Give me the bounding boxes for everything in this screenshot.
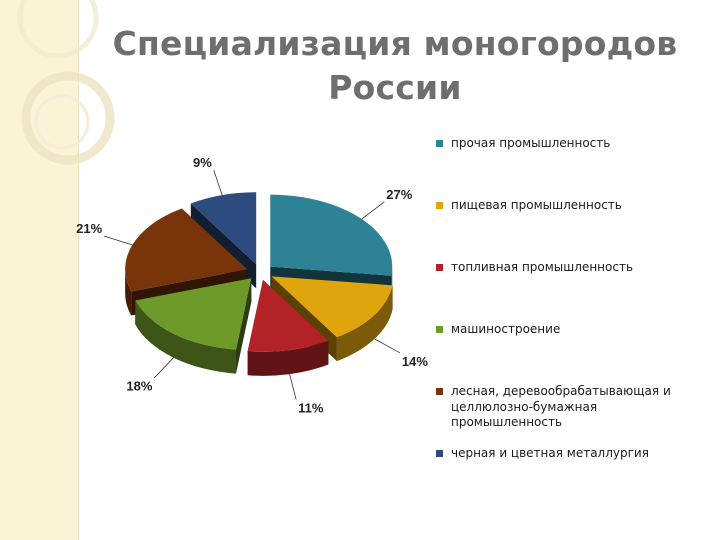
legend-label: топливная промышленность: [451, 260, 634, 274]
pie-data-label-5: 21%: [76, 221, 102, 236]
pie-chart: 27% 14% 11% 18% 21% 9%: [76, 155, 428, 416]
legend-swatch: [436, 264, 443, 271]
pie-slice-4: [135, 278, 252, 374]
legend-swatch: [436, 326, 443, 333]
pie-slice-5-wall-1: [125, 269, 132, 316]
pie-slice-3-top: [247, 279, 329, 352]
legend-item-1: прочая промышленность: [436, 136, 691, 152]
legend-item-6: черная и цветная металлургия: [436, 446, 691, 462]
pie-slice-3: [247, 279, 329, 376]
legend-label: черная и цветная металлургия: [451, 446, 649, 460]
legend-label: лесная, деревообрабатывающая и целлюлозн…: [451, 384, 671, 429]
pie-data-label-6: 9%: [193, 155, 212, 170]
pie-label-leader-1: [361, 201, 385, 220]
pie-slice-5-top: [125, 208, 248, 292]
legend-item-4: машиностроение: [436, 322, 691, 338]
pie-label-leader-2: [374, 338, 401, 354]
slide-title-line-1: Специализация моногородов: [112, 24, 678, 63]
legend-swatch: [436, 202, 443, 209]
pie-data-label-3: 11%: [298, 401, 324, 416]
legend-item-5: лесная, деревообрабатывающая и целлюлозн…: [436, 384, 691, 431]
pie-label-leader-5: [104, 235, 133, 246]
pie-data-label-1: 27%: [386, 187, 412, 202]
pie-slice-2-wall-1: [336, 285, 393, 362]
pie-label-leader-3: [289, 374, 297, 400]
slide-title: Специализация моногородов России: [90, 22, 700, 110]
pie-label-leader-6: [213, 170, 223, 196]
pie-label-leader-4: [154, 357, 174, 378]
legend-item-3: топливная промышленность: [436, 260, 691, 276]
pie-data-label-4: 18%: [126, 379, 152, 394]
decorative-circles: [17, 0, 115, 165]
legend-item-2: пищевая промышленность: [436, 198, 691, 214]
pie-slice-1-top: [270, 194, 393, 276]
legend-label: машиностроение: [451, 322, 561, 336]
legend-swatch: [436, 388, 443, 395]
legend-label: пищевая промышленность: [451, 198, 622, 212]
legend-swatch: [436, 140, 443, 147]
slide-title-line-2: России: [328, 68, 462, 107]
legend-swatch: [436, 450, 443, 457]
legend-label: прочая промышленность: [451, 136, 611, 150]
pie-slice-2-top: [271, 276, 393, 338]
pie-slice-3-wall-1: [247, 340, 329, 376]
pie-slice-4-wall-1: [135, 300, 236, 374]
pie-data-label-2: 14%: [402, 354, 428, 369]
pie-slice-6-top: [190, 192, 257, 265]
pie-slice-4-top: [135, 278, 252, 350]
